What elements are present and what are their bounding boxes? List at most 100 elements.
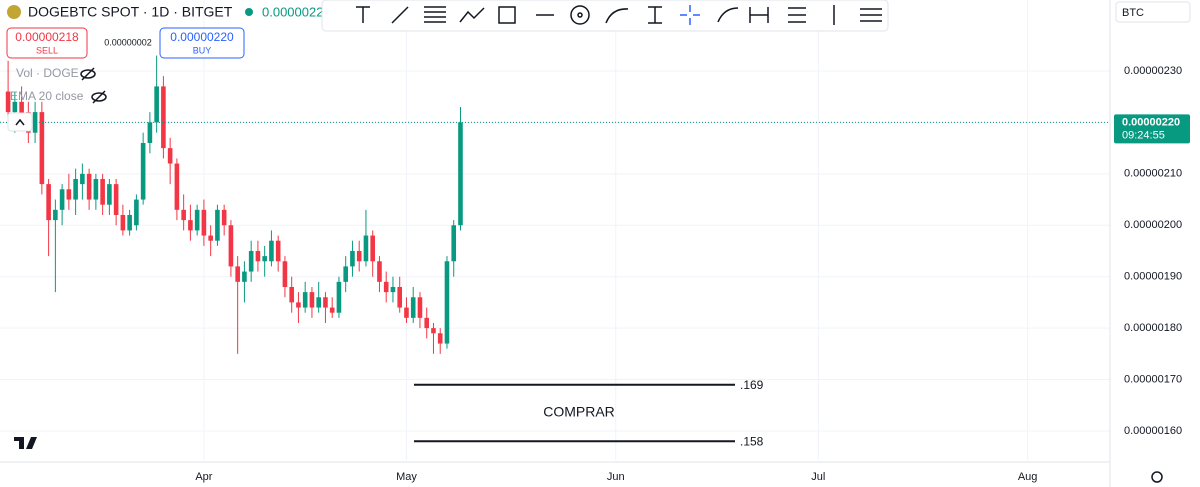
candle-body — [120, 214, 126, 231]
candle-body — [363, 235, 369, 262]
candle-body — [167, 148, 173, 164]
candle-body — [93, 178, 99, 200]
candle-body — [255, 250, 261, 262]
candle-body — [228, 225, 234, 267]
logo[interactable] — [14, 437, 37, 449]
candle-body — [410, 297, 416, 318]
candle-body — [113, 184, 119, 215]
candle-body — [140, 142, 146, 200]
candle-body — [188, 220, 193, 231]
currency: BTC — [1122, 7, 1144, 19]
candle-body — [174, 163, 180, 210]
candle-body — [451, 225, 457, 262]
candle-body — [12, 101, 18, 113]
candle-body — [296, 302, 301, 308]
candle-body — [417, 297, 423, 318]
candle-body — [39, 112, 45, 185]
indicator-ema[interactable]: EMA 20 close — [10, 89, 84, 103]
candle-body — [221, 209, 227, 226]
candle-body — [431, 328, 436, 334]
candle-body — [329, 307, 335, 313]
candle-body — [100, 178, 105, 205]
candle-body — [201, 209, 207, 236]
toolbar-icons[interactable] — [356, 5, 882, 25]
eye-icon[interactable] — [80, 67, 96, 81]
candle-body — [437, 333, 443, 344]
candle-body — [194, 209, 200, 231]
y-tick-label: 0.00000180 — [1124, 322, 1182, 334]
symbol-title[interactable]: DOGEBTC SPOT · 1D · BITGET — [28, 4, 233, 20]
countdown: 09:24:55 — [1122, 129, 1165, 141]
last-price-label: 0.00000220 — [1122, 116, 1180, 128]
sell-label: SELL — [36, 45, 58, 55]
candle-body — [356, 250, 362, 262]
candle-body — [19, 101, 24, 123]
settings-icon[interactable] — [1151, 471, 1163, 483]
y-tick-label: 0.00000190 — [1124, 271, 1182, 283]
eye-icon[interactable] — [91, 90, 107, 104]
currency-button[interactable] — [1115, 1, 1191, 23]
candle-body — [32, 112, 38, 133]
candle-body — [154, 86, 159, 123]
y-tick-label: 0.00000210 — [1124, 168, 1182, 180]
indicator-volume[interactable]: Vol · DOGE — [16, 66, 79, 80]
candle-body — [46, 184, 51, 221]
candle-body — [336, 281, 342, 313]
candle-body — [377, 261, 382, 282]
buy-button[interactable] — [159, 27, 245, 59]
x-tick-label: Aug — [1018, 471, 1038, 483]
coin-icon — [7, 5, 21, 19]
candle-body — [53, 209, 58, 221]
candle-body — [350, 250, 355, 267]
candle-body — [343, 266, 348, 282]
candle-body — [181, 209, 186, 221]
collapse-button[interactable] — [7, 112, 33, 132]
annotation: COMPRAR — [543, 404, 615, 420]
spread: 0.00000002 — [104, 37, 152, 47]
candle-body — [208, 235, 213, 241]
candle-body — [66, 189, 72, 200]
candle-body — [404, 307, 409, 318]
y-tick-label: 0.00000200 — [1124, 219, 1182, 231]
header-price: 0.00000220 — [262, 4, 331, 19]
candle-body — [127, 214, 132, 231]
candle-body — [161, 86, 166, 149]
level-label: .158 — [740, 434, 764, 448]
level-label: .169 — [740, 378, 764, 392]
candle-body — [59, 189, 65, 210]
candle-body — [458, 122, 463, 226]
candle-body — [269, 240, 274, 262]
buy-label: BUY — [193, 45, 212, 55]
y-tick-label: 0.00000230 — [1124, 65, 1182, 77]
x-tick-label: Jul — [811, 471, 825, 483]
candle-body — [248, 250, 254, 272]
candle-body — [134, 199, 139, 226]
sell-button[interactable] — [6, 27, 88, 59]
last-price-tag — [1114, 114, 1190, 144]
candle-body — [235, 266, 240, 282]
x-tick-label: Jun — [607, 471, 625, 483]
plot-area — [0, 0, 1110, 460]
x-tick-label: May — [396, 471, 417, 483]
candle-body — [282, 261, 288, 287]
candle-body — [323, 297, 328, 308]
candle-body — [383, 281, 389, 293]
candle-body — [147, 122, 153, 143]
candle-body — [5, 91, 11, 113]
x-tick-label: Apr — [195, 471, 212, 483]
candle-body — [107, 184, 112, 205]
buy-price: 0.00000220 — [170, 30, 234, 44]
y-tick-label: 0.00000160 — [1124, 425, 1182, 437]
candle-body — [444, 261, 450, 344]
candle-body — [316, 297, 321, 308]
y-tick-label: 0.00000170 — [1124, 373, 1182, 385]
candle-body — [275, 240, 281, 262]
candle-body — [424, 317, 430, 329]
candle-body — [302, 292, 308, 308]
candle-body — [262, 256, 267, 262]
candle-body — [242, 271, 247, 282]
candle-body — [73, 178, 78, 200]
